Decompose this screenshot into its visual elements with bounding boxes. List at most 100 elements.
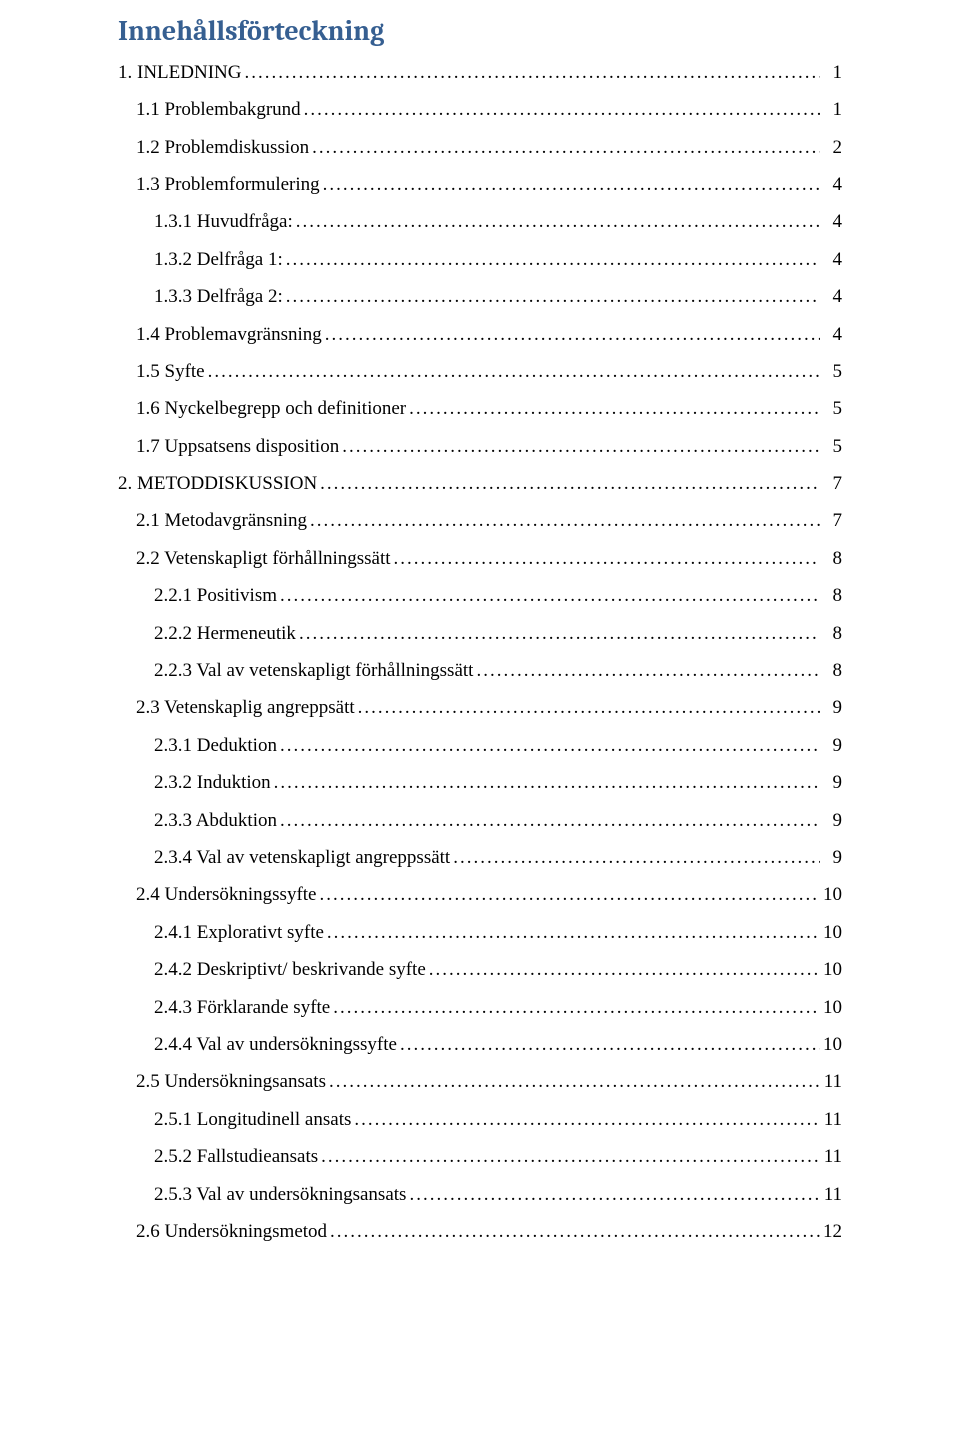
toc-entry-page: 10 [820, 885, 842, 904]
toc-entry-page: 4 [820, 212, 842, 231]
toc-entry-label: 2.2.3 Val av vetenskapligt förhållningss… [154, 661, 473, 680]
toc-entry[interactable]: 2.3.1 Deduktion9 [118, 736, 842, 755]
toc-entry[interactable]: 2.3.4 Val av vetenskapligt angreppssätt9 [118, 848, 842, 867]
toc-entry-page: 11 [820, 1110, 842, 1129]
toc-entry[interactable]: 1.4 Problemavgränsning 4 [118, 325, 842, 344]
toc-entry-label: 1.4 Problemavgränsning [136, 325, 322, 344]
toc-entry[interactable]: 2.4.4 Val av undersökningssyfte10 [118, 1035, 842, 1054]
toc-leader-dots [426, 960, 820, 979]
toc-entry-page: 9 [820, 698, 842, 717]
toc-entry-page: 8 [820, 661, 842, 680]
toc-entry-page: 2 [820, 138, 842, 157]
toc-entry-label: 2.2.2 Hermeneutik [154, 624, 296, 643]
toc-entry-page: 9 [820, 811, 842, 830]
toc-entry-label: 2.5 Undersökningsansats [136, 1072, 326, 1091]
toc-entry[interactable]: 1. INLEDNING1 [118, 63, 842, 82]
toc-entry-page: 8 [820, 549, 842, 568]
toc-leader-dots [271, 773, 820, 792]
toc-entry-page: 5 [820, 362, 842, 381]
toc-entry[interactable]: 2.4.3 Förklarande syfte 10 [118, 998, 842, 1017]
page-title: Innehållsförteckning [118, 16, 842, 47]
toc-entry[interactable]: 2.5.2 Fallstudieansats 11 [118, 1147, 842, 1166]
toc-entry-page: 5 [820, 399, 842, 418]
toc-entry[interactable]: 1.6 Nyckelbegrepp och definitioner 5 [118, 399, 842, 418]
toc-entry[interactable]: 2.6 Undersökningsmetod12 [118, 1222, 842, 1241]
toc-leader-dots [327, 1222, 820, 1241]
toc-entry[interactable]: 2.3.3 Abduktion 9 [118, 811, 842, 830]
toc-entry[interactable]: 1.2 Problemdiskussion 2 [118, 138, 842, 157]
toc-leader-dots [391, 549, 820, 568]
toc-entry-page: 11 [820, 1147, 842, 1166]
toc-entry[interactable]: 2.4.2 Deskriptivt/ beskrivande syfte10 [118, 960, 842, 979]
toc-entry-page: 4 [820, 287, 842, 306]
toc-entry-page: 5 [820, 437, 842, 456]
toc-leader-dots [277, 811, 820, 830]
toc-leader-dots [339, 437, 820, 456]
toc-leader-dots [320, 175, 820, 194]
toc-leader-dots [283, 250, 820, 269]
toc-entry-page: 8 [820, 586, 842, 605]
toc-entry-label: 2.4.1 Explorativt syfte [154, 923, 324, 942]
toc-entry-label: 1.1 Problembakgrund [136, 100, 301, 119]
toc-entry[interactable]: 1.1 Problembakgrund 1 [118, 100, 842, 119]
toc-leader-dots [309, 138, 820, 157]
toc-entry-label: 2.5.1 Longitudinell ansats [154, 1110, 351, 1129]
toc-entry[interactable]: 2.1 Metodavgränsning7 [118, 511, 842, 530]
toc-entry[interactable]: 1.3.2 Delfråga 1:4 [118, 250, 842, 269]
toc-entry-label: 1.7 Uppsatsens disposition [136, 437, 339, 456]
toc-entry[interactable]: 2.5.1 Longitudinell ansats 11 [118, 1110, 842, 1129]
toc-leader-dots [277, 736, 820, 755]
toc-leader-dots [307, 511, 820, 530]
toc-entry[interactable]: 2.4.1 Explorativt syfte 10 [118, 923, 842, 942]
toc-entry[interactable]: 2.2.2 Hermeneutik8 [118, 624, 842, 643]
toc-entry-label: 1.5 Syfte [136, 362, 205, 381]
toc-entry-label: 1.2 Problemdiskussion [136, 138, 309, 157]
table-of-contents: 1. INLEDNING1 1.1 Problembakgrund 1 1.2 Pro… [118, 63, 842, 1241]
toc-entry[interactable]: 2.4 Undersökningssyfte10 [118, 885, 842, 904]
toc-leader-dots [351, 1110, 820, 1129]
toc-entry-label: 2.3.3 Abduktion [154, 811, 277, 830]
toc-entry[interactable]: 1.7 Uppsatsens disposition 5 [118, 437, 842, 456]
toc-entry-label: 1.3.3 Delfråga 2: [154, 287, 283, 306]
toc-entry-page: 10 [820, 960, 842, 979]
toc-entry[interactable]: 1.3.3 Delfråga 2: 4 [118, 287, 842, 306]
toc-entry-page: 9 [820, 848, 842, 867]
toc-entry-page: 11 [820, 1072, 842, 1091]
toc-entry-label: 2.5.2 Fallstudieansats [154, 1147, 318, 1166]
toc-entry-page: 9 [820, 773, 842, 792]
toc-entry[interactable]: 1.3 Problemformulering4 [118, 175, 842, 194]
toc-leader-dots [316, 885, 820, 904]
toc-entry-label: 1. INLEDNING [118, 63, 241, 82]
toc-leader-dots [330, 998, 820, 1017]
toc-entry-page: 10 [820, 998, 842, 1017]
title-text: Innehållsförteckning [118, 15, 384, 47]
toc-entry-label: 2.4.3 Förklarande syfte [154, 998, 330, 1017]
toc-leader-dots [406, 399, 820, 418]
toc-entry-label: 2.3 Vetenskaplig angreppsätt [136, 698, 355, 717]
toc-entry-label: 2.6 Undersökningsmetod [136, 1222, 327, 1241]
toc-entry-page: 10 [820, 923, 842, 942]
toc-leader-dots [317, 474, 820, 493]
toc-leader-dots [283, 287, 820, 306]
toc-entry-label: 2.3.2 Induktion [154, 773, 271, 792]
toc-entry-page: 4 [820, 325, 842, 344]
toc-entry[interactable]: 2.2.3 Val av vetenskapligt förhållningss… [118, 661, 842, 680]
toc-entry[interactable]: 1.5 Syfte 5 [118, 362, 842, 381]
toc-entry[interactable]: 2. METODDISKUSSION7 [118, 474, 842, 493]
toc-leader-dots [293, 212, 820, 231]
toc-entry[interactable]: 2.5.3 Val av undersökningsansats11 [118, 1185, 842, 1204]
toc-entry[interactable]: 2.3.2 Induktion 9 [118, 773, 842, 792]
toc-entry-label: 1.3 Problemformulering [136, 175, 320, 194]
toc-entry-label: 2. METODDISKUSSION [118, 474, 317, 493]
toc-leader-dots [318, 1147, 820, 1166]
toc-entry-label: 1.6 Nyckelbegrepp och definitioner [136, 399, 406, 418]
toc-entry[interactable]: 1.3.1 Huvudfråga:4 [118, 212, 842, 231]
toc-entry[interactable]: 2.3 Vetenskaplig angreppsätt 9 [118, 698, 842, 717]
toc-entry[interactable]: 2.5 Undersökningsansats 11 [118, 1072, 842, 1091]
toc-entry[interactable]: 2.2.1 Positivism8 [118, 586, 842, 605]
toc-leader-dots [322, 325, 820, 344]
toc-entry[interactable]: 2.2 Vetenskapligt förhållningssätt8 [118, 549, 842, 568]
toc-leader-dots [355, 698, 820, 717]
toc-entry-page: 10 [820, 1035, 842, 1054]
toc-entry-page: 1 [820, 100, 842, 119]
